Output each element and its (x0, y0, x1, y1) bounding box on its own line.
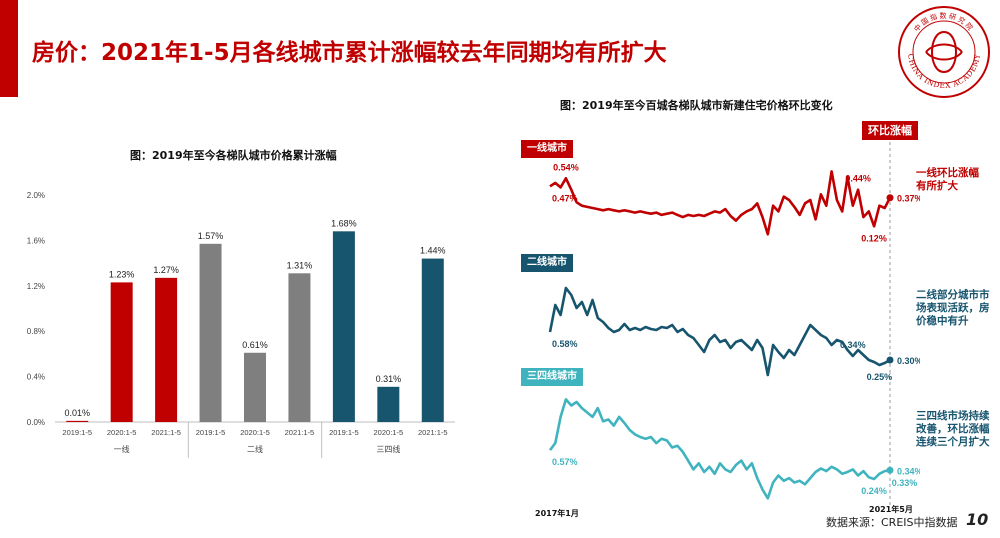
series-end-point (886, 466, 894, 474)
bar (199, 243, 222, 422)
bar-data-label: 1.57% (198, 231, 224, 241)
tier1-series-tag: 一线城市 (521, 140, 573, 158)
series-data-label: 0.54% (553, 162, 579, 172)
series-data-label: 0.44% (845, 174, 871, 184)
bar-data-label: 1.31% (287, 260, 313, 270)
group-label: 二线 (247, 444, 263, 454)
mom-price-line-chart: 0.47% 0.54% 0.44% 0.12% 0.37% 0.58% 0.34% 0.25%… (548, 142, 920, 508)
title-accent-bar (0, 0, 18, 97)
x-tick-label: 2020:1-5 (374, 428, 404, 437)
series-data-label: 0.34% (840, 340, 866, 350)
svg-text:中国指数研究院: 中国指数研究院 (912, 11, 976, 33)
y-tick-label: 1.2% (27, 282, 45, 291)
huanbi-marker-label: 环比涨幅 (862, 121, 918, 140)
bar-data-label: 1.27% (153, 265, 179, 275)
page-number: 10 (966, 510, 989, 529)
series-data-label: 0.24% (861, 486, 887, 496)
y-tick-label: 0.4% (27, 373, 45, 382)
x-tick-label: 2019:1-5 (196, 428, 226, 437)
bar-data-label: 1.23% (109, 269, 135, 279)
cumulative-price-bar-chart: 0.0% 0.4% 0.8% 1.2% 1.6% 2.0% 0.01% 2019:1-5 1.2… (27, 191, 455, 458)
x-tick-label: 2020:1-5 (240, 428, 270, 437)
series-data-label: 0.34% (897, 466, 920, 476)
y-tick-label: 1.6% (27, 236, 45, 245)
left-chart-title: 图：2019年至今各梯队城市价格累计涨幅 (130, 149, 337, 162)
y-tick-label: 2.0% (27, 191, 45, 200)
x-tick-label: 2019:1-5 (62, 428, 92, 437)
tier1-note: 一线环比涨幅 有所扩大 (916, 167, 979, 192)
group-label: 三四线 (376, 444, 400, 454)
bar (66, 420, 89, 422)
bar-data-label: 0.01% (64, 408, 90, 418)
series-data-label: 0.12% (861, 233, 887, 243)
series-data-label: 0.33% (892, 478, 918, 488)
series-data-label: 0.47% (552, 193, 578, 203)
bar (110, 282, 133, 422)
x-tick-label: 2021:1-5 (151, 428, 181, 437)
data-source: 数据来源：CREIS中指数据 (826, 516, 958, 529)
x-tick-label: 2021:1-5 (285, 428, 315, 437)
bar-data-label: 0.61% (242, 340, 268, 350)
series-end-point (886, 194, 894, 202)
bar (288, 273, 311, 422)
tier3-note: 三四线市场持续 改善，环比涨幅 连续三个月扩大 (916, 410, 990, 448)
bar (377, 386, 400, 422)
y-tick-label: 0.0% (27, 418, 45, 427)
x-axis-end-label: 2021年5月 (869, 505, 913, 514)
series-data-label: 0.58% (552, 339, 578, 349)
x-tick-label: 2021:1-5 (418, 428, 448, 437)
x-tick-label: 2019:1-5 (329, 428, 359, 437)
series-data-label: 0.37% (897, 194, 920, 204)
series-data-label: 0.57% (552, 457, 578, 467)
x-tick-label: 2020:1-5 (107, 428, 137, 437)
bar (244, 352, 266, 422)
y-tick-label: 0.8% (27, 327, 45, 336)
bar-data-label: 1.68% (331, 218, 357, 228)
series-line (548, 398, 891, 500)
right-chart-title: 图：2019年至今百城各梯队城市新建住宅价格环比变化 (560, 99, 833, 112)
bar (332, 231, 355, 422)
series-line (548, 286, 891, 377)
series-data-label: 0.25% (867, 372, 893, 382)
series-end-point (886, 356, 894, 364)
page-title: 房价：2021年1-5月各线城市累计涨幅较去年同期均有所扩大 (32, 40, 667, 66)
series-line (549, 170, 892, 236)
bar (155, 277, 178, 422)
bar-data-label: 0.31% (376, 374, 402, 384)
x-axis-start-label: 2017年1月 (535, 509, 579, 518)
tier2-note: 二线部分城市市 场表现活跃，房 价稳中有升 (916, 289, 990, 327)
tier3-series-tag: 三四线城市 (521, 368, 583, 386)
china-index-academy-seal-icon: CHINA INDEX ACADEMY 中国指数研究院 (898, 6, 990, 98)
bar (421, 258, 444, 422)
bar-data-label: 1.44% (420, 246, 446, 256)
series-data-label: 0.30% (897, 356, 920, 366)
group-label: 一线 (114, 444, 130, 454)
tier2-series-tag: 二线城市 (521, 254, 573, 272)
